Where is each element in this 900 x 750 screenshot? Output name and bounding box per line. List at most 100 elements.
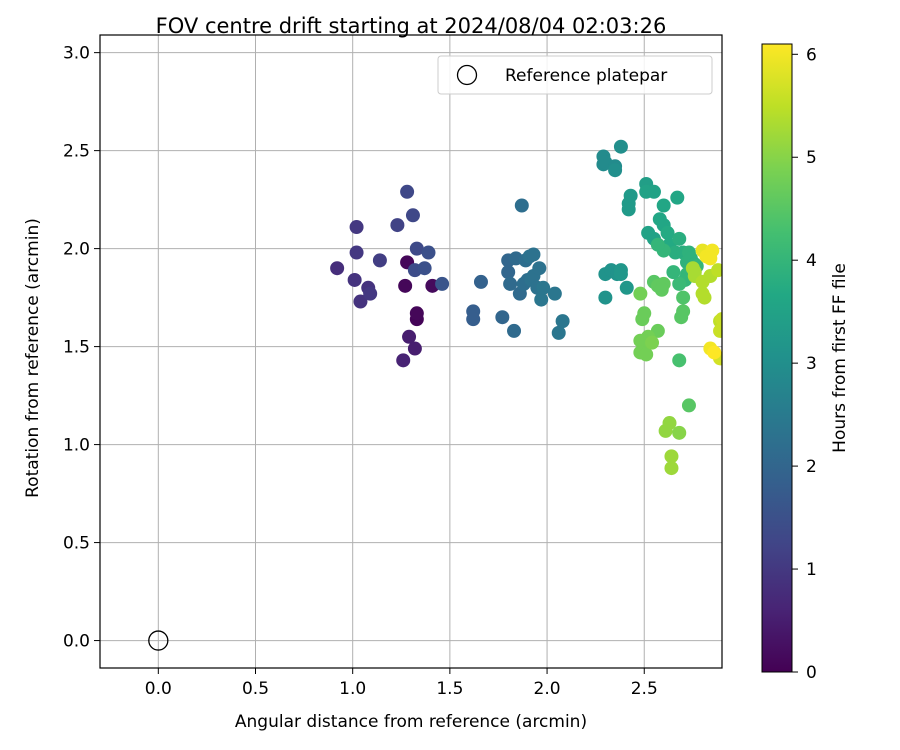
data-point xyxy=(645,335,660,350)
colorbar-tick-label: 1 xyxy=(806,560,817,580)
data-point xyxy=(330,261,345,276)
data-point xyxy=(619,280,634,295)
data-point xyxy=(405,208,420,223)
data-point xyxy=(409,306,424,321)
data-point xyxy=(526,247,541,262)
data-point xyxy=(672,276,687,291)
colorbar-tick-label: 0 xyxy=(806,663,817,683)
data-point xyxy=(534,292,549,307)
data-point xyxy=(656,198,671,213)
colorbar-gradient xyxy=(761,43,793,673)
data-point xyxy=(398,278,413,293)
colorbar-tick-label: 6 xyxy=(806,45,817,65)
data-point xyxy=(633,286,648,301)
data-point xyxy=(495,310,510,325)
data-point xyxy=(650,237,665,252)
data-point xyxy=(503,276,518,291)
data-point xyxy=(613,139,628,154)
data-point xyxy=(664,461,679,476)
y-tick-label: 1.5 xyxy=(63,338,90,358)
reference-platepar-marker xyxy=(148,630,169,651)
data-point xyxy=(501,265,516,280)
data-point xyxy=(349,220,364,235)
y-axis-label: Rotation from reference (arcmin) xyxy=(23,218,43,498)
data-point xyxy=(466,312,481,327)
y-tick-label: 0.0 xyxy=(63,632,90,652)
data-point xyxy=(421,245,436,260)
colorbar-tick-label: 4 xyxy=(806,251,817,271)
data-point xyxy=(608,163,623,178)
x-tick-label: 0.0 xyxy=(145,679,172,699)
data-point xyxy=(715,312,722,327)
data-point xyxy=(402,329,417,344)
data-point xyxy=(666,265,681,280)
data-point xyxy=(347,272,362,287)
data-point xyxy=(621,202,636,217)
data-point xyxy=(711,263,722,278)
data-point xyxy=(532,261,547,276)
data-point xyxy=(536,280,551,295)
chart-title: FOV centre drift starting at 2024/08/04 … xyxy=(156,14,667,38)
data-point xyxy=(658,423,673,438)
legend: Reference platepar xyxy=(437,55,713,95)
data-point xyxy=(654,282,669,297)
x-tick-label: 2.5 xyxy=(631,679,658,699)
data-point xyxy=(672,353,687,368)
data-point xyxy=(670,190,685,205)
x-axis-label: Angular distance from reference (arcmin) xyxy=(235,712,587,732)
colorbar-label: Hours from first FF file xyxy=(830,263,850,453)
data-point xyxy=(409,241,424,256)
data-point xyxy=(707,345,722,360)
legend-label-reference: Reference platepar xyxy=(505,66,667,86)
data-point xyxy=(639,347,654,362)
data-point xyxy=(363,286,378,301)
colorbar-tick-label: 2 xyxy=(806,457,817,477)
data-point xyxy=(613,267,628,282)
data-point xyxy=(396,353,411,368)
data-point xyxy=(507,323,522,338)
data-point xyxy=(407,341,422,356)
data-point xyxy=(417,261,432,276)
data-point xyxy=(514,198,529,213)
x-tick-label: 1.5 xyxy=(436,679,463,699)
data-point xyxy=(390,218,405,233)
y-axis: 0.0 0.5 1.0 1.5 2.0 2.5 3.0 xyxy=(63,44,100,652)
colorbar-tick-label: 3 xyxy=(806,354,817,374)
plot-area-frame xyxy=(99,34,723,669)
data-point xyxy=(664,449,679,464)
x-tick-label: 2.0 xyxy=(534,679,561,699)
data-point xyxy=(674,310,689,325)
y-tick-label: 2.5 xyxy=(63,142,90,162)
data-point xyxy=(681,398,696,413)
data-point xyxy=(547,286,562,301)
colorbar-tick-label: 5 xyxy=(806,148,817,168)
data-points xyxy=(330,139,722,476)
data-point xyxy=(703,251,718,266)
data-point xyxy=(676,290,691,305)
data-point xyxy=(713,323,722,338)
data-point xyxy=(400,184,415,199)
data-point xyxy=(697,290,712,305)
data-point xyxy=(435,276,450,291)
data-point xyxy=(672,425,687,440)
data-point xyxy=(551,325,566,340)
data-point xyxy=(555,314,570,329)
x-axis: 0.0 0.5 1.0 1.5 2.0 2.5 xyxy=(145,668,658,699)
y-tick-label: 0.5 xyxy=(63,534,90,554)
legend-marker-reference xyxy=(456,64,478,86)
data-point xyxy=(598,290,613,305)
data-point xyxy=(672,231,687,246)
y-tick-label: 3.0 xyxy=(63,44,90,64)
x-tick-label: 1.0 xyxy=(339,679,366,699)
reference-point xyxy=(148,630,169,651)
data-point xyxy=(349,245,364,260)
data-point xyxy=(353,294,368,309)
data-point xyxy=(473,274,488,289)
colorbar: 0 1 2 3 4 5 6 Hours from first FF file xyxy=(761,43,850,683)
data-point xyxy=(635,312,650,327)
data-point xyxy=(372,253,387,268)
x-tick-label: 0.5 xyxy=(242,679,269,699)
data-point xyxy=(646,184,661,199)
y-tick-label: 2.0 xyxy=(63,240,90,260)
